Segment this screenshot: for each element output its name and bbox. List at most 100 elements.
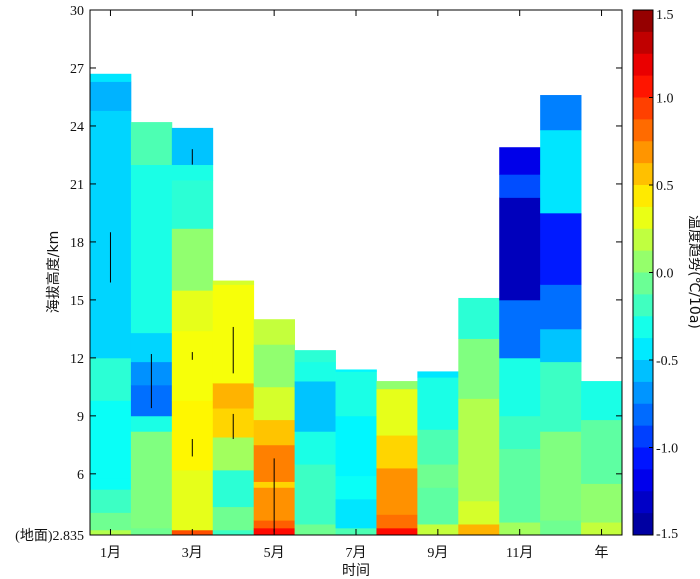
- colorbar-band: [633, 403, 653, 427]
- heatmap-cell: [417, 487, 459, 525]
- x-tick-label: 11月: [506, 545, 533, 561]
- heatmap-cell: [171, 180, 214, 229]
- heatmap-cell: [335, 498, 377, 529]
- heatmap-cell: [417, 377, 459, 430]
- x-tick-label: 7月: [346, 545, 367, 561]
- x-axis: 1月 3月 5月 7月 9月 11月 年: [100, 10, 609, 561]
- colorbar-band: [633, 75, 653, 98]
- heatmap-cell: [540, 212, 582, 285]
- colorbar-band: [633, 513, 653, 536]
- heatmap-cell: [294, 350, 336, 363]
- heatmap-cell: [417, 464, 459, 488]
- colorbar: 1.5 1.0 0.5 0.0 -0.5 -1.0 -1.5: [632, 8, 678, 542]
- heatmap-cell: [90, 73, 132, 82]
- colorbar-tick-label: -1.0: [656, 442, 678, 457]
- heatmap-cell: [376, 527, 418, 536]
- heatmap-cell: [253, 419, 296, 446]
- heatmap-cell: [499, 522, 541, 536]
- y-tick-label: 24: [70, 120, 84, 135]
- heatmap-cell: [90, 477, 132, 490]
- heatmap-cell: [376, 468, 418, 515]
- heatmap-cell: [417, 371, 459, 378]
- heatmap-cell: [253, 319, 296, 345]
- colorbar-band: [633, 31, 653, 55]
- heatmap-cell: [581, 419, 623, 484]
- heatmap-cell: [376, 388, 418, 436]
- heatmap-cell: [294, 381, 336, 432]
- colorbar-tick-label: -0.5: [656, 354, 678, 369]
- heatmap-cell: [130, 527, 173, 536]
- heatmap-cell: [212, 383, 255, 409]
- colorbar-title: 温度趋势(℃/10a): [686, 215, 700, 329]
- y-tick-label: 27: [70, 62, 84, 77]
- heatmap-cell: [540, 431, 582, 521]
- heatmap-cell: [376, 435, 418, 469]
- colorbar-band: [633, 338, 653, 361]
- x-axis-title: 时间: [342, 563, 370, 579]
- colorbar-band: [633, 360, 653, 383]
- colorbar-band: [633, 381, 653, 405]
- heatmap-cell: [171, 164, 214, 181]
- colorbar-band: [633, 97, 653, 120]
- heatmap-cell: [581, 483, 623, 523]
- colorbar-band: [633, 228, 653, 252]
- heatmap-cell: [212, 280, 255, 285]
- x-tick-label: 1月: [100, 545, 121, 561]
- heatmap-cell: [335, 369, 377, 372]
- heatmap-cell: [130, 164, 173, 334]
- heatmap-cell: [376, 381, 418, 390]
- colorbar-band: [633, 447, 653, 470]
- heatmap-cell: [458, 338, 500, 399]
- y-tick-label: 30: [70, 4, 84, 19]
- colorbar-band: [633, 206, 653, 230]
- colorbar-band: [633, 316, 653, 339]
- heatmap-cell: [581, 381, 623, 421]
- heatmap-cell: [130, 122, 173, 166]
- colorbar-band: [633, 491, 653, 514]
- heatmap-cell: [294, 431, 336, 465]
- colorbar-band: [633, 10, 653, 33]
- x-tick-label: 5月: [264, 545, 285, 561]
- heatmap-cell: [90, 489, 132, 513]
- heatmap-cell: [253, 344, 296, 388]
- heatmap-cell: [335, 415, 377, 477]
- heatmap-cell: [499, 147, 541, 175]
- heatmap-cell: [294, 464, 336, 525]
- heatmap-cell: [335, 371, 377, 417]
- y-tick-label: 18: [70, 236, 84, 251]
- heatmap-cell: [294, 361, 336, 382]
- heatmap-cell: [294, 524, 336, 536]
- heatmap-cell: [499, 174, 541, 198]
- colorbar-tick-label: 1.5: [656, 8, 674, 23]
- heatmap-cell: [499, 197, 541, 301]
- heatmap-cell: [540, 95, 582, 131]
- colorbar-tick-label: -1.5: [656, 527, 678, 542]
- heatmap-cell: [212, 469, 255, 508]
- heatmap-cell: [90, 357, 132, 401]
- y-tick-label: 21: [70, 178, 84, 193]
- heatmap-cell: [458, 297, 500, 339]
- colorbar-band: [633, 185, 653, 208]
- heatmap-cell: [171, 228, 214, 291]
- colorbar-band: [633, 425, 653, 448]
- heatmap-cell: [540, 129, 582, 214]
- heatmap-cell: [499, 448, 541, 523]
- colorbar-band: [633, 250, 653, 273]
- heatmap-cell: [171, 469, 214, 531]
- heatmap-cell: [581, 522, 623, 536]
- x-tick-label: 年: [595, 545, 609, 561]
- heatmap-cell: [171, 400, 214, 471]
- heatmap-cell: [90, 400, 132, 479]
- heatmap-cell: [90, 81, 132, 111]
- heatmap-cell: [171, 290, 214, 332]
- heatmap-cell: [212, 437, 255, 471]
- colorbar-band: [633, 272, 653, 295]
- colorbar-band: [633, 469, 653, 492]
- heatmap-cell: [90, 512, 132, 531]
- x-tick-label: 3月: [182, 545, 203, 561]
- significance-marks: [109, 149, 275, 532]
- heatmap-cell: [130, 415, 173, 432]
- colorbar-band: [633, 163, 653, 186]
- heatmap-cell: [540, 520, 582, 536]
- heatmap-cell: [458, 500, 500, 525]
